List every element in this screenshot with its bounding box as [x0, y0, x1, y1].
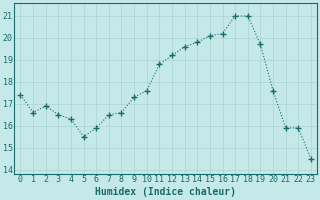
- X-axis label: Humidex (Indice chaleur): Humidex (Indice chaleur): [95, 187, 236, 197]
